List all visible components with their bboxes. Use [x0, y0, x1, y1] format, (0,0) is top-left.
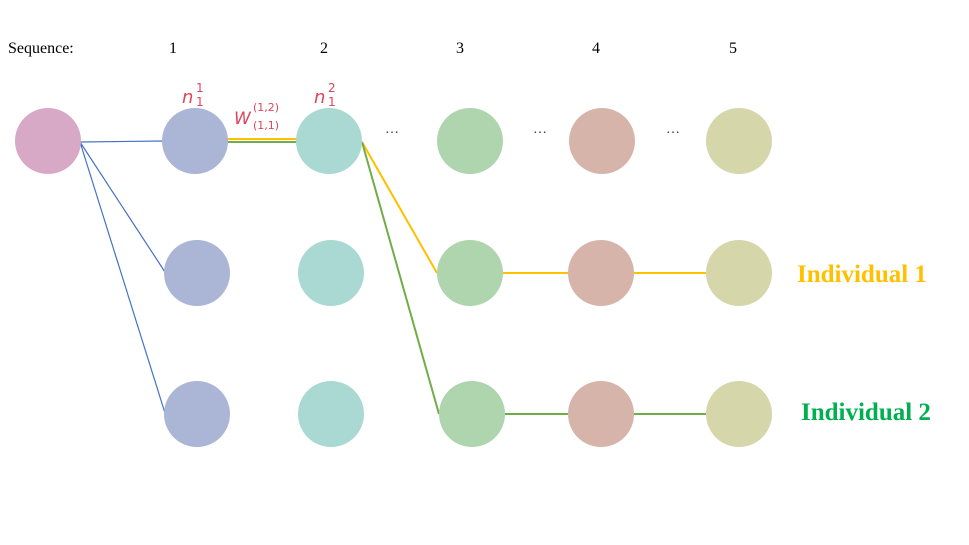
node-label-n1-2-super: 2: [328, 81, 336, 95]
sequence-number-4: 4: [592, 40, 600, 57]
node-label-n1-2-var: n: [314, 87, 325, 108]
input-node: [15, 108, 81, 174]
node-s3-r1: [437, 108, 503, 174]
individual-2-label: Individual 2: [801, 399, 931, 426]
individual-1-label: Individual 1: [797, 261, 927, 288]
node-s5-r3: [706, 381, 772, 447]
node-s2-r3: [298, 381, 364, 447]
node-label-n1-1-sub: 1: [196, 95, 204, 109]
node-s5-r1: [706, 108, 772, 174]
sequence-number-1: 1: [169, 40, 177, 57]
ellipsis-s4-s5: …: [666, 122, 680, 137]
sequence-label: Sequence:: [8, 40, 74, 57]
node-s4-r3: [568, 381, 634, 447]
weight-label-w: W (1,2) (1,1): [234, 101, 279, 132]
edge-input-to-s1-top: [79, 140, 164, 143]
node-s2-r2: [298, 240, 364, 306]
node-s1-r2: [164, 240, 230, 306]
node-s5-r2: [706, 240, 772, 306]
node-s4-r2: [568, 240, 634, 306]
edge-input-to-s1-bottom: [79, 141, 166, 414]
edge-ind2-s2-s3: [361, 141, 440, 415]
node-label-n1-1-super: 1: [196, 81, 204, 95]
node-s3-r2: [437, 240, 503, 306]
node-s3-r3: [439, 381, 505, 447]
node-label-n1-2-sub: 1: [328, 95, 336, 109]
sequence-number-5: 5: [729, 40, 737, 57]
edge-ind1-s2-s3: [361, 141, 438, 274]
sequence-number-2: 2: [320, 40, 328, 57]
node-label-n1-1-var: n: [182, 87, 193, 108]
sequence-number-3: 3: [456, 40, 464, 57]
node-s1-r3: [164, 381, 230, 447]
node-s2-r1: [296, 108, 362, 174]
node-s1-r1: [162, 108, 228, 174]
edge-input-to-s1-middle: [79, 141, 166, 273]
node-label-n1-1: n 1 1: [182, 81, 204, 109]
ellipsis-s2-s3: …: [385, 122, 399, 137]
weight-label-sub: (1,1): [253, 119, 279, 132]
ellipsis-s3-s4: …: [533, 122, 547, 137]
node-s4-r1: [569, 108, 635, 174]
weight-label-super: (1,2): [253, 101, 279, 114]
weight-label-var: W: [234, 109, 252, 129]
node-label-n1-2: n 2 1: [314, 81, 336, 109]
